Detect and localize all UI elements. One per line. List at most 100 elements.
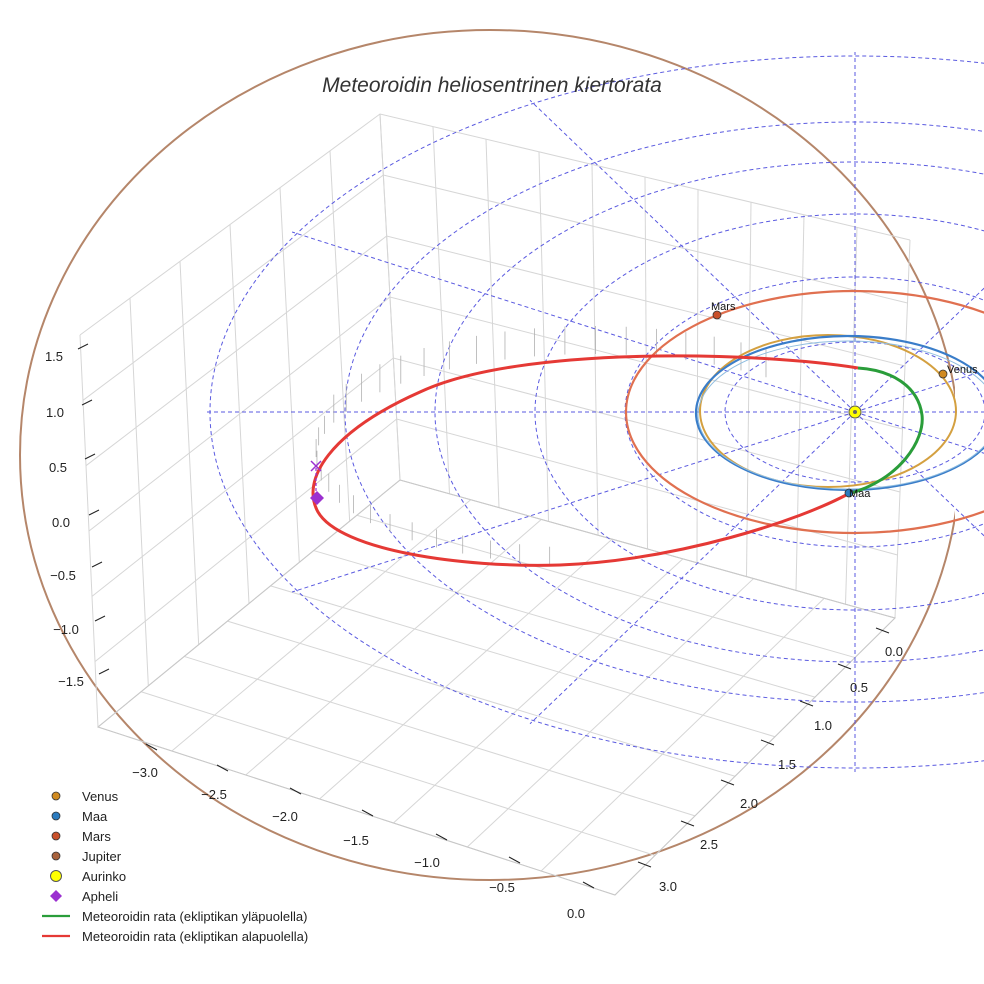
legend-label-jupiter: Jupiter [82, 848, 122, 864]
z-tick-tick [84, 453, 96, 460]
floor-grid-line [466, 578, 754, 848]
ecliptic-spoke [529, 99, 856, 413]
wall-grid-line [91, 357, 901, 597]
z-tick-label: 1.0 [46, 405, 64, 420]
earth-marker [844, 488, 854, 498]
aphelion-marker [310, 491, 324, 505]
wall-grid-line [79, 113, 911, 336]
right-margin-mask [955, 0, 984, 984]
x-tick-label: −1.5 [343, 833, 369, 848]
legend-label-mars: Mars [82, 828, 111, 844]
floor-grid-line [227, 620, 736, 777]
legend-symbol-venus [40, 786, 74, 806]
y-tick-label: 2.0 [740, 796, 758, 811]
legend-dot [51, 791, 61, 801]
legend-item-jupiter: Jupiter [40, 846, 308, 866]
mars-label: Mars [711, 301, 736, 313]
ecliptic-spoke [854, 411, 984, 454]
floor-grid-line [319, 538, 613, 800]
maa-label: Maa [849, 488, 871, 500]
z-tick-tick [98, 668, 110, 675]
x-tick-tick [582, 881, 595, 889]
legend-label-below: Meteoroidin rata (ekliptikan alapuolella… [82, 928, 309, 944]
y-tick-label: 2.5 [700, 837, 718, 852]
y-tick-label: 1.0 [814, 718, 832, 733]
venus-orbit [699, 334, 957, 488]
y-tick-tick [720, 779, 735, 786]
mars-orbit [624, 289, 984, 535]
floor-grid-line [245, 519, 542, 776]
z-tick-label: 1.5 [45, 349, 63, 364]
y-tick-tick [875, 627, 890, 634]
wall-grid-line [94, 418, 898, 663]
floor-grid-line [356, 514, 856, 659]
venus-marker [938, 369, 948, 379]
x-tick-label: 0.0 [567, 906, 585, 921]
legend-symbol-above [40, 906, 74, 926]
jupiter-orbit [19, 29, 961, 881]
z-tick-tick [91, 561, 103, 568]
x-tick-tick [216, 764, 229, 772]
earth-orbit-inner [697, 340, 984, 490]
z-tick-label: 0.5 [49, 460, 67, 475]
ecliptic-ring [434, 161, 984, 663]
legend-dot [51, 851, 61, 861]
legend-symbol-jupiter [40, 846, 74, 866]
sun-core [853, 410, 857, 414]
legend-symbol-maa [40, 806, 74, 826]
floor-grid-line [540, 597, 825, 872]
wall-grid-line [88, 296, 903, 532]
ecliptic-spoke [291, 231, 856, 413]
venus-label: Venus [947, 364, 978, 376]
legend-symbol-aurinko [40, 866, 74, 886]
legend-label-above: Meteoroidin rata (ekliptikan yläpuolella… [82, 908, 308, 924]
legend-label-apheli: Apheli [82, 888, 119, 904]
meteoroid-orbit-below [311, 354, 859, 567]
z-tick-tick [77, 343, 89, 350]
floor-grid-line [393, 558, 684, 824]
legend-item-below: Meteoroidin rata (ekliptikan alapuolella… [40, 926, 308, 946]
legend-label-aurinko: Aurinko [82, 868, 127, 884]
wall-grid-line [85, 235, 906, 467]
y-tick-label: 0.5 [850, 680, 868, 695]
legend-label-venus: Venus [82, 788, 119, 804]
legend-symbol-below [40, 926, 74, 946]
aphelion-projection [310, 460, 322, 472]
legend-item-apheli: Apheli [40, 886, 308, 906]
legend-label-maa: Maa [82, 808, 108, 824]
legend-item-above: Meteoroidin rata (ekliptikan yläpuolella… [40, 906, 308, 926]
x-tick-tick [508, 856, 521, 864]
legend-item-aurinko: Aurinko [40, 866, 308, 886]
floor-outline [96, 479, 896, 896]
ecliptic-grid [205, 52, 984, 772]
z-tick-tick [94, 615, 106, 622]
ecliptic-spoke [291, 411, 856, 593]
legend-item-mars: Mars [40, 826, 308, 846]
y-tick-tick [837, 663, 852, 670]
legend-symbol-apheli [40, 886, 74, 906]
floor-grid-line [270, 585, 776, 738]
x-tick-label: −2.0 [272, 809, 298, 824]
y-tick-label: 0.0 [885, 644, 903, 659]
y-tick-tick [680, 820, 695, 827]
wall-grid-line [82, 174, 908, 401]
ecliptic-spoke [529, 411, 856, 725]
legend-item-venus: Venus [40, 786, 308, 806]
markers [310, 310, 948, 505]
z-tick-label: −0.5 [50, 568, 76, 583]
chart-title: Meteoroidin heliosentrinen kiertorata [322, 74, 662, 97]
y-tick-label: 1.5 [778, 757, 796, 772]
tick-labels: −3.0 −2.5 −2.0 −1.5 −1.0 −0.5 0.0 0.0 0.5 1.0 1.5 2… [45, 343, 903, 921]
floor-grid-line [140, 691, 656, 856]
x-tick-label: −2.5 [201, 787, 227, 802]
x-tick-label: −0.5 [489, 880, 515, 895]
legend-sun [50, 870, 62, 882]
legend-symbol-mars [40, 826, 74, 846]
x-tick-tick [435, 833, 448, 841]
x-tick-tick [145, 743, 158, 751]
x-tick-label: −1.0 [414, 855, 440, 870]
y-tick-tick [799, 700, 814, 707]
orbits [311, 289, 984, 567]
meteoroid-orbit-above [847, 366, 924, 496]
